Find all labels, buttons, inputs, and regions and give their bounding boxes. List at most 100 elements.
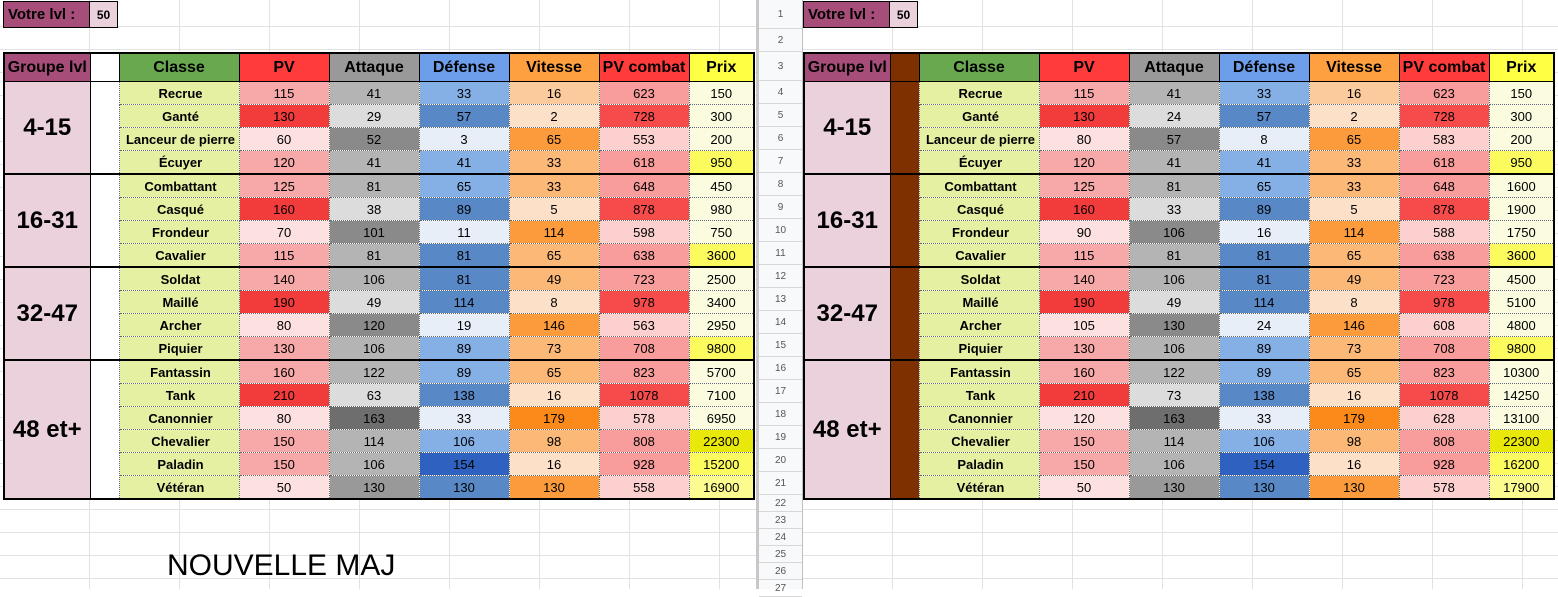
class-name-cell[interactable]: Combattant: [918, 173, 1040, 198]
pv-cell[interactable]: 130: [1038, 104, 1130, 128]
combat-pv-cell[interactable]: 723: [598, 266, 690, 291]
class-name-cell[interactable]: Lanceur de pierre: [918, 127, 1040, 151]
defense-cell[interactable]: 130: [1218, 475, 1310, 500]
speed-cell[interactable]: 16: [1308, 81, 1400, 105]
pv-cell[interactable]: 140: [1038, 266, 1130, 291]
price-cell[interactable]: 1750: [1488, 220, 1555, 244]
defense-cell[interactable]: 57: [1218, 104, 1310, 128]
price-cell[interactable]: 22300: [688, 429, 755, 453]
row-number[interactable]: 5: [759, 104, 802, 127]
spacer-cell[interactable]: [889, 360, 920, 500]
pv-cell[interactable]: 90: [1038, 220, 1130, 244]
attack-cell[interactable]: 63: [328, 383, 420, 407]
price-cell[interactable]: 300: [688, 104, 755, 128]
pv-cell[interactable]: 160: [238, 197, 330, 221]
attack-cell[interactable]: 81: [328, 173, 420, 198]
defense-cell[interactable]: 81: [1218, 243, 1310, 268]
header-defense[interactable]: Défense: [418, 52, 510, 82]
speed-cell[interactable]: 33: [508, 173, 600, 198]
row-number[interactable]: 1: [759, 0, 802, 29]
attack-cell[interactable]: 41: [1128, 150, 1220, 175]
pv-cell[interactable]: 160: [1038, 359, 1130, 384]
class-name-cell[interactable]: Archer: [118, 313, 240, 337]
speed-cell[interactable]: 2: [1308, 104, 1400, 128]
pv-cell[interactable]: 115: [238, 243, 330, 268]
combat-pv-cell[interactable]: 808: [1398, 429, 1490, 453]
defense-cell[interactable]: 57: [418, 104, 510, 128]
price-cell[interactable]: 980: [688, 197, 755, 221]
speed-cell[interactable]: 65: [1308, 359, 1400, 384]
header-price[interactable]: Prix: [688, 52, 755, 82]
speed-cell[interactable]: 8: [1308, 290, 1400, 314]
pv-cell[interactable]: 115: [238, 81, 330, 105]
combat-pv-cell[interactable]: 638: [598, 243, 690, 268]
price-cell[interactable]: 7100: [688, 383, 755, 407]
combat-pv-cell[interactable]: 978: [1398, 290, 1490, 314]
combat-pv-cell[interactable]: 623: [598, 81, 690, 105]
attack-cell[interactable]: 81: [1128, 173, 1220, 198]
class-name-cell[interactable]: Soldat: [918, 266, 1040, 291]
price-cell[interactable]: 5100: [1488, 290, 1555, 314]
speed-cell[interactable]: 2: [508, 104, 600, 128]
combat-pv-cell[interactable]: 588: [1398, 220, 1490, 244]
combat-pv-cell[interactable]: 823: [1398, 359, 1490, 384]
pv-cell[interactable]: 60: [238, 127, 330, 151]
combat-pv-cell[interactable]: 928: [598, 452, 690, 476]
header-speed[interactable]: Vitesse: [1308, 52, 1400, 82]
class-name-cell[interactable]: Paladin: [918, 452, 1040, 476]
price-cell[interactable]: 16900: [688, 475, 755, 500]
class-name-cell[interactable]: Casqué: [118, 197, 240, 221]
pv-cell[interactable]: 160: [238, 359, 330, 384]
price-cell[interactable]: 22300: [1488, 429, 1555, 453]
row-number[interactable]: 16: [759, 357, 802, 380]
attack-cell[interactable]: 163: [1128, 406, 1220, 430]
row-number[interactable]: 10: [759, 219, 802, 242]
class-name-cell[interactable]: Lanceur de pierre: [118, 127, 240, 151]
attack-cell[interactable]: 52: [328, 127, 420, 151]
attack-cell[interactable]: 122: [328, 359, 420, 384]
defense-cell[interactable]: 8: [1218, 127, 1310, 151]
spacer-cell[interactable]: [889, 81, 920, 175]
pv-cell[interactable]: 130: [238, 104, 330, 128]
class-name-cell[interactable]: Frondeur: [918, 220, 1040, 244]
price-cell[interactable]: 450: [688, 173, 755, 198]
pv-cell[interactable]: 210: [1038, 383, 1130, 407]
header-class[interactable]: Classe: [118, 52, 240, 82]
pv-cell[interactable]: 125: [238, 173, 330, 198]
class-name-cell[interactable]: Tank: [918, 383, 1040, 407]
class-name-cell[interactable]: Maillé: [118, 290, 240, 314]
defense-cell[interactable]: 138: [1218, 383, 1310, 407]
header-speed[interactable]: Vitesse: [508, 52, 600, 82]
level-value-cell[interactable]: 50: [890, 1, 918, 28]
class-name-cell[interactable]: Écuyer: [918, 150, 1040, 175]
speed-cell[interactable]: 98: [508, 429, 600, 453]
defense-cell[interactable]: 65: [418, 173, 510, 198]
class-name-cell[interactable]: Ganté: [118, 104, 240, 128]
class-name-cell[interactable]: Maillé: [918, 290, 1040, 314]
pv-cell[interactable]: 105: [1038, 313, 1130, 337]
pv-cell[interactable]: 120: [1038, 150, 1130, 175]
speed-cell[interactable]: 65: [508, 243, 600, 268]
defense-cell[interactable]: 81: [418, 243, 510, 268]
header-combat[interactable]: PV combat: [1398, 52, 1490, 82]
combat-pv-cell[interactable]: 578: [1398, 475, 1490, 500]
pv-cell[interactable]: 190: [1038, 290, 1130, 314]
group-level-cell[interactable]: 4-15: [803, 81, 891, 175]
row-number[interactable]: 24: [759, 529, 802, 546]
pv-cell[interactable]: 210: [238, 383, 330, 407]
row-number[interactable]: 17: [759, 380, 802, 403]
speed-cell[interactable]: 33: [1308, 150, 1400, 175]
row-number[interactable]: 20: [759, 449, 802, 472]
combat-pv-cell[interactable]: 708: [1398, 336, 1490, 361]
attack-cell[interactable]: 130: [328, 475, 420, 500]
combat-pv-cell[interactable]: 608: [1398, 313, 1490, 337]
attack-cell[interactable]: 41: [328, 150, 420, 175]
level-label-cell[interactable]: Votre lvl :: [3, 1, 90, 28]
speed-cell[interactable]: 16: [508, 452, 600, 476]
class-name-cell[interactable]: Combattant: [118, 173, 240, 198]
price-cell[interactable]: 1900: [1488, 197, 1555, 221]
pv-cell[interactable]: 50: [238, 475, 330, 500]
group-level-cell[interactable]: 16-31: [803, 173, 891, 268]
pv-cell[interactable]: 150: [1038, 452, 1130, 476]
defense-cell[interactable]: 138: [418, 383, 510, 407]
